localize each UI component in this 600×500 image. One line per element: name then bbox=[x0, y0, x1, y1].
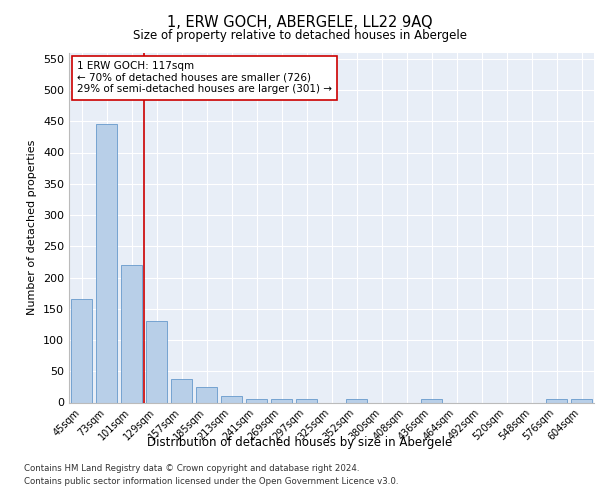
Bar bbox=[546, 400, 567, 402]
Bar bbox=[146, 322, 167, 402]
Bar bbox=[196, 387, 217, 402]
Bar bbox=[96, 124, 117, 402]
Text: Contains HM Land Registry data © Crown copyright and database right 2024.: Contains HM Land Registry data © Crown c… bbox=[24, 464, 359, 473]
Bar bbox=[346, 400, 367, 402]
Bar bbox=[221, 396, 242, 402]
Text: 1, ERW GOCH, ABERGELE, LL22 9AQ: 1, ERW GOCH, ABERGELE, LL22 9AQ bbox=[167, 15, 433, 30]
Bar bbox=[171, 380, 192, 402]
Bar bbox=[121, 265, 142, 402]
Bar bbox=[71, 300, 92, 403]
Text: Distribution of detached houses by size in Abergele: Distribution of detached houses by size … bbox=[148, 436, 452, 449]
Bar bbox=[271, 400, 292, 402]
Text: Size of property relative to detached houses in Abergele: Size of property relative to detached ho… bbox=[133, 29, 467, 42]
Bar bbox=[421, 399, 442, 402]
Y-axis label: Number of detached properties: Number of detached properties bbox=[28, 140, 37, 315]
Text: Contains public sector information licensed under the Open Government Licence v3: Contains public sector information licen… bbox=[24, 478, 398, 486]
Bar bbox=[246, 399, 267, 402]
Bar bbox=[571, 400, 592, 402]
Bar bbox=[296, 400, 317, 402]
Text: 1 ERW GOCH: 117sqm
← 70% of detached houses are smaller (726)
29% of semi-detach: 1 ERW GOCH: 117sqm ← 70% of detached hou… bbox=[77, 61, 332, 94]
